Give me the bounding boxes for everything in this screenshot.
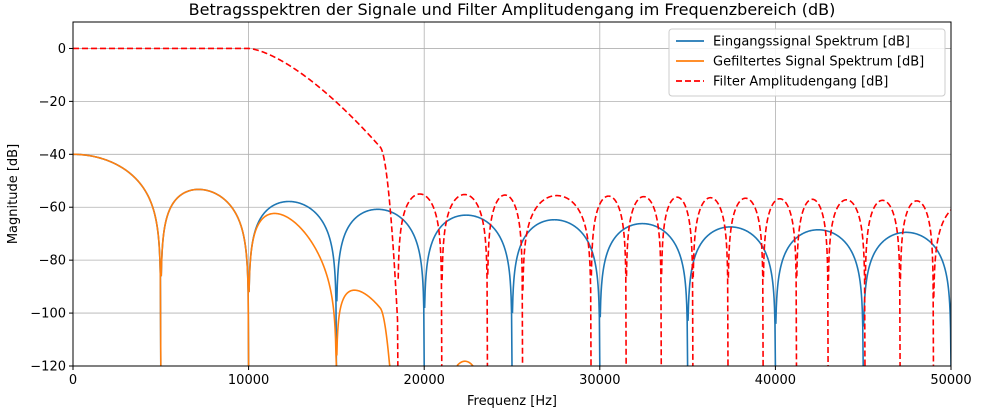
- y-axis-label: Magnitude [dB]: [6, 144, 21, 244]
- x-tick-label: 20000: [404, 373, 445, 388]
- y-tick-label: 0: [58, 42, 66, 57]
- y-tick-label: −80: [39, 254, 66, 269]
- legend-label: Eingangssignal Spektrum [dB]: [713, 35, 910, 50]
- x-axis-label: Frequenz [Hz]: [467, 394, 557, 409]
- series-line-filtered-spectrum: [73, 153, 474, 366]
- x-axis: 0 10000 20000 30000 40000 50000: [69, 366, 972, 388]
- legend-label: Gefiltertes Signal Spektrum [dB]: [713, 55, 924, 70]
- plot-frame: [72, 21, 952, 367]
- y-axis: 0 −20 −40 −60 −80 −100 −120: [30, 42, 73, 375]
- chart-title: Betragsspektren der Signale und Filter A…: [189, 0, 836, 19]
- series-line-filter-response: [73, 47, 951, 366]
- x-tick-label: 40000: [755, 373, 796, 388]
- legend-label: Filter Amplitudengang [dB]: [713, 75, 888, 90]
- y-tick-label: −20: [39, 95, 66, 110]
- legend: Eingangssignal Spektrum [dB] Gefiltertes …: [668, 28, 946, 97]
- y-tick-label: −120: [30, 360, 66, 375]
- legend-box: [668, 28, 946, 97]
- y-tick-label: −40: [39, 148, 66, 163]
- plot-area: [73, 47, 951, 366]
- y-tick-label: −60: [39, 201, 66, 216]
- x-tick-label: 50000: [930, 373, 971, 388]
- y-tick-label: −100: [30, 307, 66, 322]
- x-tick-label: 10000: [228, 373, 269, 388]
- x-tick-label: 0: [69, 373, 77, 388]
- x-tick-label: 30000: [579, 373, 620, 388]
